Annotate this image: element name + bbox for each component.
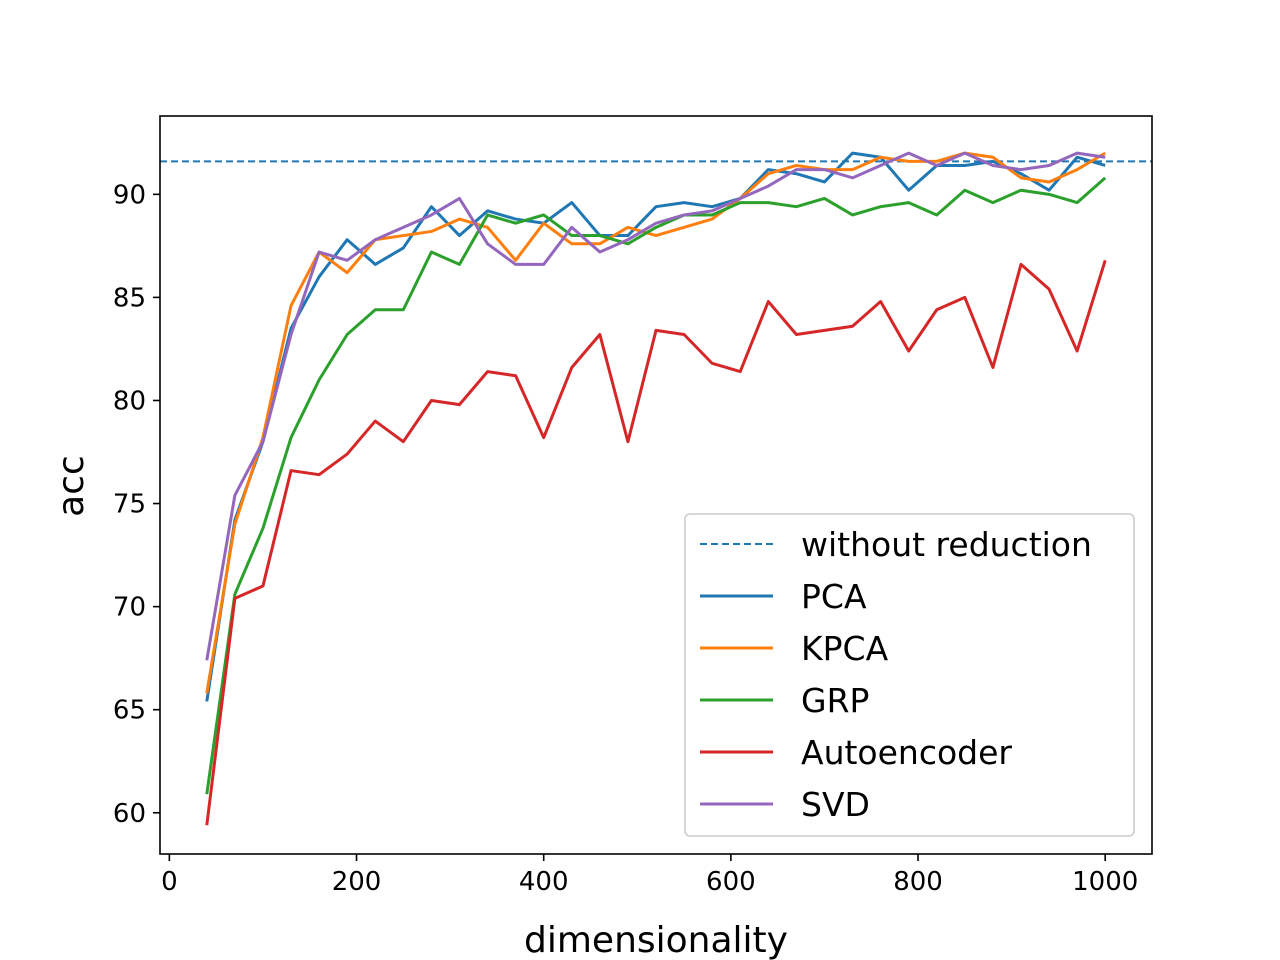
- plot-frame: [159, 115, 1153, 855]
- x-tick-label: 1000: [1072, 867, 1138, 897]
- x-tick-label: 200: [332, 867, 382, 897]
- series-line-svd: [205, 151, 1106, 661]
- y-tick-label: 80: [113, 386, 146, 416]
- x-tick-label: 800: [893, 867, 943, 897]
- y-axis-label: acc: [51, 455, 92, 517]
- series-layer: [160, 151, 1152, 826]
- x-tick-label: 0: [161, 867, 178, 897]
- series-line-autoencoder: [205, 259, 1107, 826]
- legend-label: Autoencoder: [801, 733, 1012, 772]
- x-axis-label: dimensionality: [524, 920, 788, 960]
- x-tick-label: 600: [706, 867, 756, 897]
- y-tick-label: 85: [113, 283, 146, 313]
- legend: without reduction PCA KPCA GRP Autoencoder SV…: [684, 513, 1135, 837]
- y-tick-label: 70: [113, 593, 146, 623]
- legend-label: KPCA: [801, 629, 889, 668]
- legend-label: SVD: [801, 785, 870, 824]
- legend-box: [684, 513, 1135, 837]
- series-line-grp: [205, 176, 1107, 795]
- legend-label: PCA: [801, 577, 867, 616]
- y-tick-label: 75: [113, 490, 146, 520]
- x-axis: 0 200 400 600 800 1000: [161, 854, 1138, 897]
- legend-label: without reduction: [801, 525, 1092, 564]
- y-tick-label: 60: [113, 799, 146, 829]
- y-tick-label: 65: [113, 696, 146, 726]
- series-line-pca: [205, 151, 1106, 702]
- y-axis: 60 65 70 75 80 85 90: [113, 180, 160, 829]
- legend-label: GRP: [801, 681, 869, 720]
- y-tick-label: 90: [113, 180, 146, 210]
- x-tick-label: 400: [519, 867, 569, 897]
